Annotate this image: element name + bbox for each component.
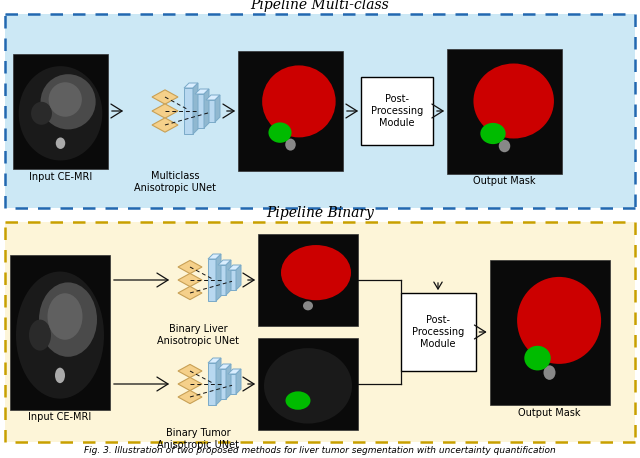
Polygon shape <box>226 364 231 399</box>
Polygon shape <box>204 89 209 128</box>
Text: Binary Tumor
Anisotropic UNet: Binary Tumor Anisotropic UNet <box>157 428 239 450</box>
Ellipse shape <box>49 82 82 117</box>
Ellipse shape <box>31 102 52 125</box>
Bar <box>258 338 358 430</box>
Ellipse shape <box>39 283 97 357</box>
Polygon shape <box>236 265 241 290</box>
Text: Input CE-MRI: Input CE-MRI <box>28 413 92 422</box>
Polygon shape <box>195 89 209 94</box>
Polygon shape <box>216 254 221 301</box>
Polygon shape <box>178 390 202 403</box>
Ellipse shape <box>517 277 601 364</box>
Polygon shape <box>208 358 221 363</box>
Bar <box>208 259 216 301</box>
Polygon shape <box>178 365 202 377</box>
Text: Input CE-MRI: Input CE-MRI <box>29 171 92 181</box>
Ellipse shape <box>16 272 104 398</box>
Bar <box>195 94 204 128</box>
Text: Fig. 3. Illustration of two proposed methods for liver tumor segmentation with u: Fig. 3. Illustration of two proposed met… <box>84 446 556 455</box>
Polygon shape <box>178 261 202 273</box>
Ellipse shape <box>285 391 310 410</box>
Ellipse shape <box>268 122 292 143</box>
Bar <box>5 222 635 442</box>
Bar <box>228 374 236 394</box>
Polygon shape <box>218 260 231 265</box>
Ellipse shape <box>474 64 554 138</box>
Bar <box>447 49 562 174</box>
Ellipse shape <box>499 140 510 152</box>
Ellipse shape <box>264 348 352 424</box>
Bar <box>361 77 433 145</box>
Bar <box>10 255 110 409</box>
Polygon shape <box>184 83 198 88</box>
Polygon shape <box>228 369 241 374</box>
Bar <box>218 369 226 399</box>
Text: Output Mask: Output Mask <box>518 408 580 418</box>
Ellipse shape <box>285 139 296 151</box>
Text: Multiclass
Anisotropic UNet: Multiclass Anisotropic UNet <box>134 171 216 193</box>
Ellipse shape <box>481 123 506 144</box>
Ellipse shape <box>543 365 556 380</box>
Ellipse shape <box>262 65 335 137</box>
Polygon shape <box>206 95 220 100</box>
Polygon shape <box>216 358 221 405</box>
Polygon shape <box>208 254 221 259</box>
Text: Post-
Processing
Module: Post- Processing Module <box>412 316 464 349</box>
Ellipse shape <box>19 66 102 160</box>
Bar <box>238 51 343 171</box>
Ellipse shape <box>47 293 83 340</box>
Text: Output Mask: Output Mask <box>473 176 536 186</box>
Bar <box>228 270 236 290</box>
Bar <box>401 293 476 371</box>
Polygon shape <box>178 377 202 391</box>
Bar <box>206 100 215 122</box>
Ellipse shape <box>55 368 65 383</box>
Text: Post-
Processing
Module: Post- Processing Module <box>371 94 423 128</box>
Polygon shape <box>226 260 231 295</box>
Ellipse shape <box>56 137 65 149</box>
Ellipse shape <box>524 346 550 371</box>
Polygon shape <box>215 95 220 122</box>
Bar <box>5 14 635 208</box>
Ellipse shape <box>281 245 351 300</box>
Bar <box>218 265 226 295</box>
Polygon shape <box>193 83 198 134</box>
Ellipse shape <box>303 301 313 311</box>
Polygon shape <box>152 104 178 118</box>
Polygon shape <box>152 90 178 104</box>
Bar <box>208 363 216 405</box>
Polygon shape <box>228 265 241 270</box>
Polygon shape <box>178 286 202 300</box>
Ellipse shape <box>40 74 95 130</box>
Bar <box>13 54 108 169</box>
Polygon shape <box>178 273 202 287</box>
Bar <box>258 234 358 326</box>
Text: Binary Liver
Anisotropic UNet: Binary Liver Anisotropic UNet <box>157 324 239 346</box>
Ellipse shape <box>29 320 51 351</box>
Polygon shape <box>218 364 231 369</box>
Polygon shape <box>236 369 241 394</box>
Text: Pipeline Binary: Pipeline Binary <box>266 206 374 220</box>
Bar <box>490 260 609 404</box>
Text: Pipeline Multi-class: Pipeline Multi-class <box>251 0 389 12</box>
Polygon shape <box>152 118 178 132</box>
Bar <box>184 88 193 134</box>
